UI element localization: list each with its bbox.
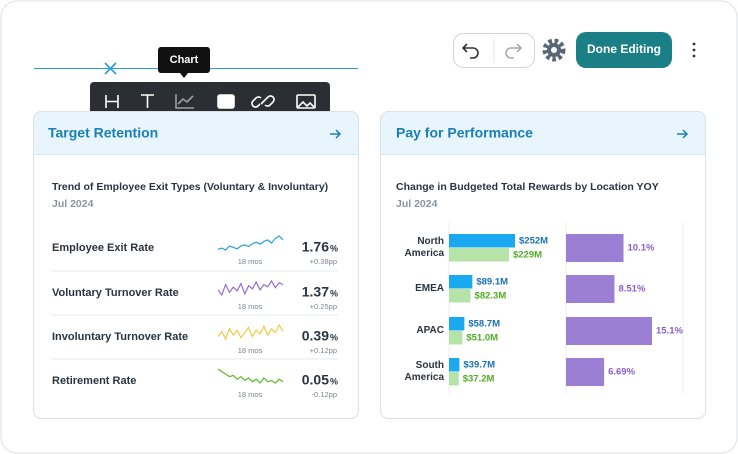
card-subtitle: Change in Budgeted Total Rewards by Loca… [396, 181, 659, 193]
metric-value: 1.76 [302, 239, 329, 255]
tooltip [158, 47, 210, 73]
value-label: 6.69% [608, 367, 635, 378]
tooltip-text: Chart [170, 54, 199, 66]
metric-unit: % [330, 288, 338, 298]
period-label: 18 mos [238, 257, 263, 266]
tooltip-arrow [180, 73, 188, 78]
text-tool[interactable] [141, 94, 154, 108]
image-tool[interactable] [296, 94, 316, 109]
metric-value: 1.37 [302, 284, 329, 300]
bar [566, 234, 624, 262]
card-date: Jul 2024 [396, 198, 438, 210]
card-title: Target Retention [48, 125, 158, 141]
open-arrow[interactable] [677, 129, 689, 139]
metric-value: 0.39 [302, 328, 329, 344]
bar [566, 275, 615, 303]
bar [566, 358, 605, 386]
value-label: $37.2M [463, 374, 495, 385]
card-title: Pay for Performance [396, 125, 533, 141]
metric-change: -0.12pp [312, 390, 337, 399]
more-menu[interactable] [692, 42, 696, 58]
value-label: 8.51% [618, 284, 645, 295]
sparkline [217, 279, 284, 297]
category-label: North America [404, 236, 444, 259]
value-label: $39.7M [463, 360, 495, 371]
settings-button[interactable] [542, 38, 566, 62]
done-editing-button[interactable] [576, 32, 672, 68]
close-icon[interactable] [104, 62, 117, 75]
value-label: $252M [519, 236, 548, 247]
value-label: $58.7M [468, 319, 500, 330]
value-label: $229M [513, 250, 542, 261]
card-date: Jul 2024 [52, 198, 94, 210]
category-label: APAC [416, 325, 444, 336]
card [33, 111, 359, 419]
period-label: 18 mos [238, 346, 263, 355]
bar [449, 289, 471, 303]
bar [449, 275, 473, 289]
metric-unit: % [330, 243, 338, 253]
metric-unit: % [330, 332, 338, 342]
value-label: 15.1% [656, 326, 683, 337]
sparkline [217, 368, 284, 384]
bar [449, 317, 465, 331]
heading-tool[interactable] [105, 95, 119, 108]
open-arrow[interactable] [330, 129, 342, 139]
bar [449, 372, 459, 386]
redo-button[interactable] [505, 43, 523, 59]
metric-value: 0.05 [302, 372, 329, 388]
bar [449, 331, 463, 345]
metric-change: +0.25pp [310, 302, 337, 311]
value-label: 10.1% [628, 243, 655, 254]
value-label: $89.1M [476, 277, 508, 288]
sparkline [217, 235, 284, 251]
metric-change: +0.12pp [310, 346, 337, 355]
period-label: 18 mos [238, 390, 263, 399]
metric-change: +0.38pp [310, 257, 337, 266]
metric-label: Employee Exit Rate [52, 242, 154, 254]
bar [566, 317, 652, 345]
metric-label: Involuntary Turnover Rate [52, 331, 188, 343]
period-label: 18 mos [238, 302, 263, 311]
card-subtitle: Trend of Employee Exit Types (Voluntary … [52, 181, 328, 193]
undo-button[interactable] [461, 43, 479, 59]
metric-label: Voluntary Turnover Rate [52, 287, 179, 299]
bar [449, 358, 460, 372]
embed-tool[interactable] [217, 94, 235, 109]
link-tool[interactable] [251, 95, 275, 108]
category-label: EMEA [415, 283, 444, 294]
sparkline [217, 323, 284, 341]
metric-label: Retirement Rate [52, 375, 136, 387]
button-label: Done Editing [587, 42, 661, 56]
category-label: South America [404, 360, 444, 383]
chart-tool[interactable] [175, 94, 194, 109]
bar [449, 248, 509, 262]
bar [449, 234, 515, 248]
value-label: $82.3M [475, 291, 507, 302]
metric-unit: % [330, 376, 338, 386]
value-label: $51.0M [466, 333, 498, 344]
